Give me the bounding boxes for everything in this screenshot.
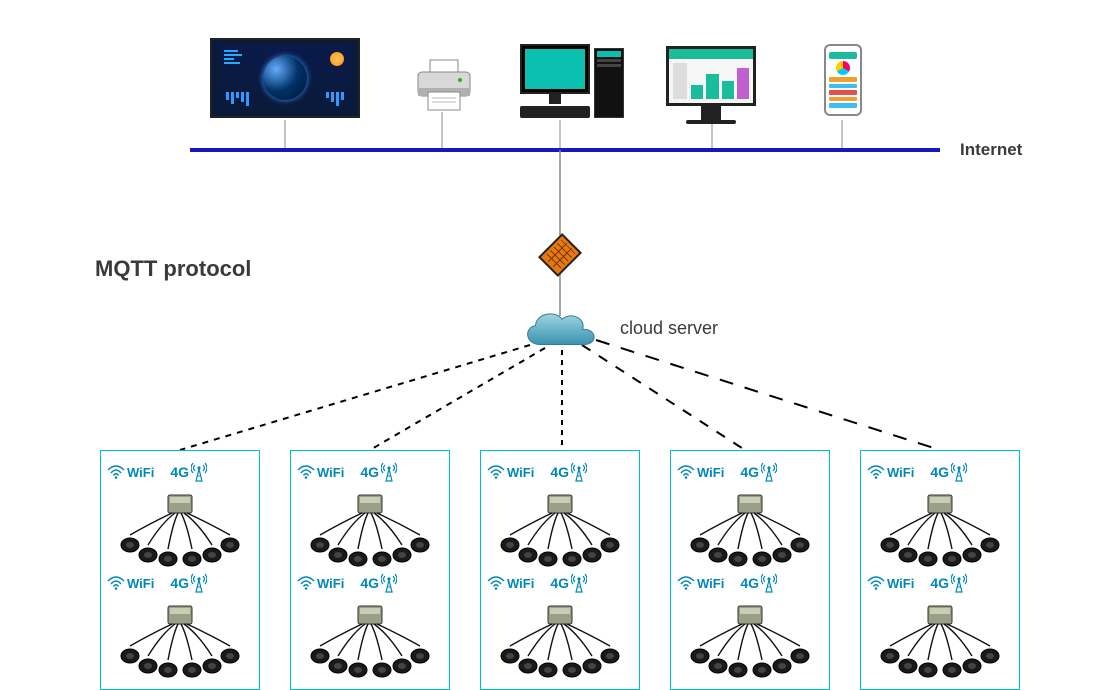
sensor-node-box: WiFi 4G — [100, 450, 260, 690]
sensor-unit: WiFi 4G — [487, 459, 633, 570]
4g-badge: 4G — [550, 573, 587, 593]
ct-sensor-cluster-icon — [677, 485, 823, 570]
ct-sensor-cluster-icon — [487, 485, 633, 570]
firewall-icon — [538, 233, 582, 277]
4g-badge: 4G — [930, 462, 967, 482]
printer-icon — [412, 58, 476, 117]
wifi-badge: WiFi — [297, 465, 344, 480]
dashboard-display-icon — [210, 38, 360, 118]
sensor-unit: WiFi 4G — [297, 459, 443, 570]
ct-sensor-cluster-icon — [107, 485, 253, 570]
wifi-badge: WiFi — [107, 465, 154, 480]
4g-badge: 4G — [740, 573, 777, 593]
4g-badge: 4G — [360, 573, 397, 593]
wifi-badge: WiFi — [107, 576, 154, 591]
ct-sensor-cluster-icon — [487, 596, 633, 681]
sensor-unit: WiFi 4G — [677, 570, 823, 681]
desktop-pc-icon — [520, 44, 624, 118]
wifi-badge: WiFi — [677, 465, 724, 480]
mobile-app-icon — [824, 44, 862, 116]
cloud-icon — [520, 308, 600, 354]
sensor-unit: WiFi 4G — [107, 570, 253, 681]
sensor-unit: WiFi 4G — [487, 570, 633, 681]
ct-sensor-cluster-icon — [107, 596, 253, 681]
ct-sensor-cluster-icon — [867, 596, 1013, 681]
wifi-badge: WiFi — [677, 576, 724, 591]
wifi-badge: WiFi — [487, 465, 534, 480]
wifi-badge: WiFi — [487, 576, 534, 591]
sensor-node-box: WiFi 4G — [670, 450, 830, 690]
4g-badge: 4G — [930, 573, 967, 593]
4g-badge: 4G — [740, 462, 777, 482]
sensor-node-box: WiFi 4G — [290, 450, 450, 690]
analytics-monitor-icon — [666, 46, 756, 124]
ct-sensor-cluster-icon — [297, 485, 443, 570]
sensor-unit: WiFi 4G — [107, 459, 253, 570]
sensor-unit: WiFi 4G — [677, 459, 823, 570]
4g-badge: 4G — [170, 462, 207, 482]
ct-sensor-cluster-icon — [297, 596, 443, 681]
internet-label: Internet — [960, 140, 1022, 160]
wifi-badge: WiFi — [297, 576, 344, 591]
sensor-node-box: WiFi 4G — [860, 450, 1020, 690]
4g-badge: 4G — [550, 462, 587, 482]
wifi-badge: WiFi — [867, 465, 914, 480]
ct-sensor-cluster-icon — [677, 596, 823, 681]
sensor-unit: WiFi 4G — [867, 459, 1013, 570]
wifi-badge: WiFi — [867, 576, 914, 591]
4g-badge: 4G — [170, 573, 207, 593]
sensor-unit: WiFi 4G — [297, 570, 443, 681]
sensor-unit: WiFi 4G — [867, 570, 1013, 681]
cloud-server-label: cloud server — [620, 318, 718, 339]
sensor-node-box: WiFi 4G — [480, 450, 640, 690]
4g-badge: 4G — [360, 462, 397, 482]
ct-sensor-cluster-icon — [867, 485, 1013, 570]
protocol-label: MQTT protocol — [95, 256, 251, 282]
